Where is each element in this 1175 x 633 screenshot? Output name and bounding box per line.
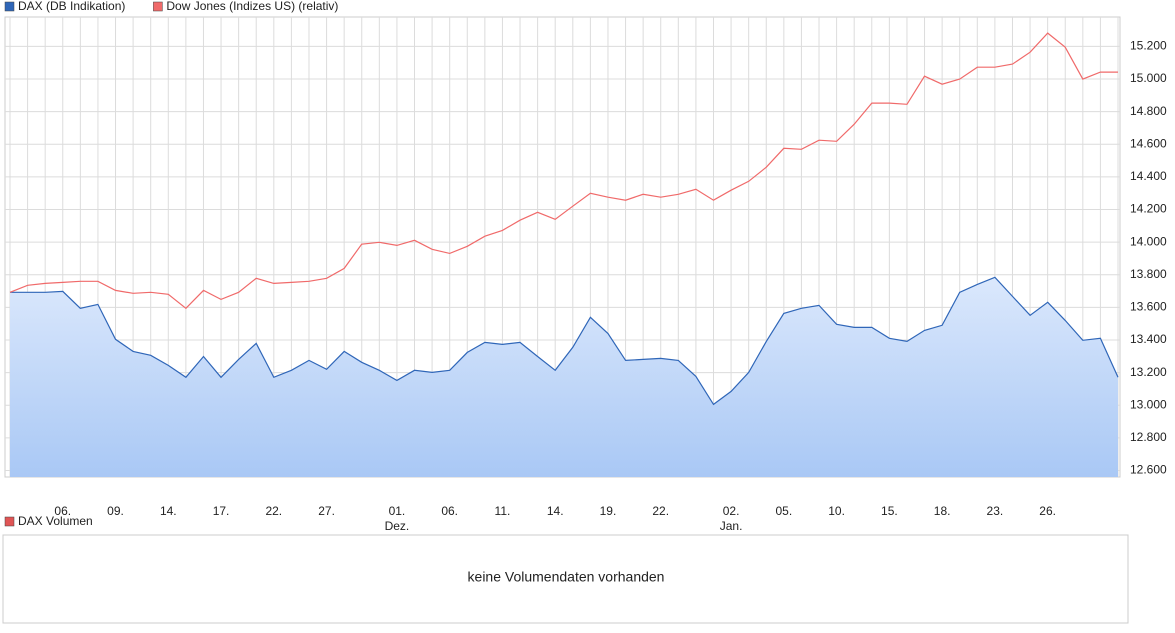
y-tick-label: 14.800 — [1130, 104, 1167, 118]
x-tick-label: 18. — [934, 504, 951, 518]
y-tick-label: 15.200 — [1130, 39, 1167, 53]
y-tick-label: 13.000 — [1130, 397, 1167, 411]
legend-label: DAX (DB Indikation) — [18, 0, 125, 13]
volume-legend-swatch — [4, 516, 15, 527]
month-label: Dez. — [385, 519, 410, 533]
x-tick-label: 22. — [652, 504, 669, 518]
y-tick-label: 12.800 — [1130, 430, 1167, 444]
legend-label: Dow Jones (Indizes US) (relativ) — [166, 0, 338, 13]
x-tick-label: 15. — [881, 504, 898, 518]
area — [10, 277, 1118, 477]
y-tick-label: 14.600 — [1130, 136, 1167, 150]
legend-swatch — [153, 1, 163, 12]
x-tick-label: 14. — [547, 504, 564, 518]
volume-legend: DAX Volumen — [18, 514, 93, 528]
y-tick-label: 15.000 — [1130, 71, 1167, 85]
x-tick-label: 06. — [54, 504, 71, 518]
y-tick-label: 14.200 — [1130, 202, 1167, 216]
legend-swatch — [4, 1, 15, 12]
y-tick-label: 13.200 — [1130, 365, 1167, 379]
x-tick-label: 14. — [160, 504, 177, 518]
x-tick-label: 22. — [265, 504, 282, 518]
x-tick-label: 10. — [828, 504, 845, 518]
y-tick-label: 14.400 — [1130, 169, 1167, 183]
no-data-message: keine Volumendaten vorhanden — [468, 569, 665, 585]
line — [9, 32, 1118, 310]
month-label: Jan. — [720, 519, 743, 533]
x-tick-label: 06. — [441, 504, 458, 518]
y-tick-label: 14.000 — [1130, 234, 1167, 248]
line — [10, 276, 1119, 406]
y-tick-label: 12.600 — [1130, 463, 1167, 477]
x-tick-label: 02. — [723, 504, 740, 518]
volume-frame — [2, 534, 1129, 624]
y-tick-label: 13.400 — [1130, 332, 1167, 346]
x-tick-label: 11. — [495, 504, 511, 518]
x-tick-label: 19. — [600, 504, 617, 518]
x-tick-label: 27. — [318, 504, 335, 518]
y-tick-label: 13.600 — [1130, 300, 1167, 314]
x-tick-label: 23. — [987, 504, 1004, 518]
x-tick-label: 17. — [213, 504, 230, 518]
x-tick-label: 09. — [107, 504, 124, 518]
x-tick-label: 26. — [1039, 504, 1056, 518]
y-tick-label: 13.800 — [1130, 267, 1167, 281]
x-tick-label: 01. — [389, 504, 406, 518]
x-tick-label: 05. — [775, 504, 792, 518]
